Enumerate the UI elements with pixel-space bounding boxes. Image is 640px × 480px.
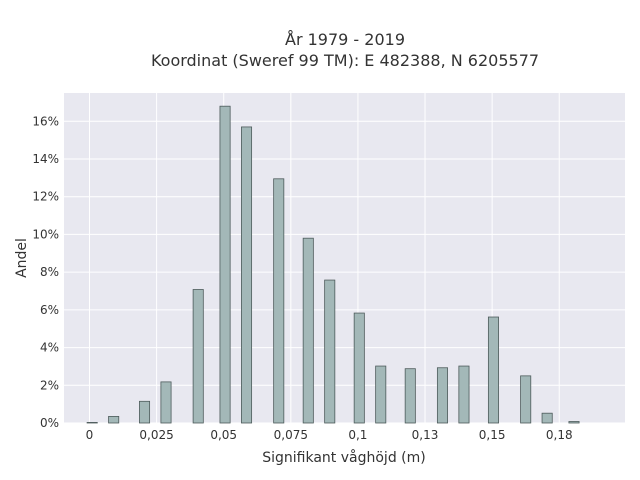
- histogram-bar: [458, 365, 470, 424]
- histogram-bar: [404, 368, 416, 424]
- histogram-bar: [353, 312, 365, 424]
- y-axis-label: Andel: [14, 238, 30, 278]
- x-tick-label: 0,025: [139, 428, 173, 442]
- y-tick-label: 0%: [40, 416, 59, 430]
- y-tick-label: 4%: [40, 341, 59, 355]
- y-tick-label: 6%: [40, 303, 59, 317]
- bars: [86, 105, 580, 424]
- x-tick-label: 0,15: [479, 428, 506, 442]
- y-tick-label: 12%: [32, 190, 59, 204]
- histogram-bar: [324, 279, 336, 424]
- histogram-bar: [375, 365, 387, 424]
- histogram-bar: [108, 415, 120, 424]
- y-tick-label: 2%: [40, 378, 59, 392]
- histogram-bar: [436, 367, 448, 424]
- y-tick-label: 8%: [40, 265, 59, 279]
- x-tick-label: 0: [86, 428, 94, 442]
- x-tick-labels: 0 0,025 0,05 0,075 0,1 0,13 0,15 0,18: [86, 428, 573, 442]
- plot-area: [64, 93, 625, 423]
- histogram-bar: [520, 375, 532, 424]
- x-tick-label: 0,13: [412, 428, 439, 442]
- chart-title-line-1: År 1979 - 2019: [285, 30, 405, 49]
- histogram-bar: [541, 412, 553, 424]
- histogram-bar: [86, 422, 98, 424]
- histogram-bar: [192, 289, 204, 424]
- x-tick-label: 0,1: [348, 428, 367, 442]
- histogram-bar: [302, 237, 314, 424]
- histogram-bar: [241, 126, 253, 424]
- histogram-bar: [487, 316, 499, 424]
- histogram-bar: [568, 421, 580, 424]
- histogram-bar: [219, 105, 231, 424]
- x-tick-label: 0,18: [546, 428, 573, 442]
- histogram-bar: [139, 400, 151, 424]
- chart-title-line-2: Koordinat (Sweref 99 TM): E 482388, N 62…: [151, 51, 539, 70]
- x-axis-label: Signifikant våghöjd (m): [262, 449, 425, 466]
- y-tick-label: 16%: [32, 114, 59, 128]
- y-tick-label: 14%: [32, 152, 59, 166]
- histogram-bar: [160, 381, 172, 424]
- x-tick-label: 0,05: [210, 428, 237, 442]
- y-tick-labels: 0% 2% 4% 6% 8% 10% 12% 14% 16%: [32, 114, 59, 430]
- x-tick-label: 0,075: [274, 428, 308, 442]
- histogram-bar: [273, 178, 285, 424]
- y-tick-label: 10%: [32, 227, 59, 241]
